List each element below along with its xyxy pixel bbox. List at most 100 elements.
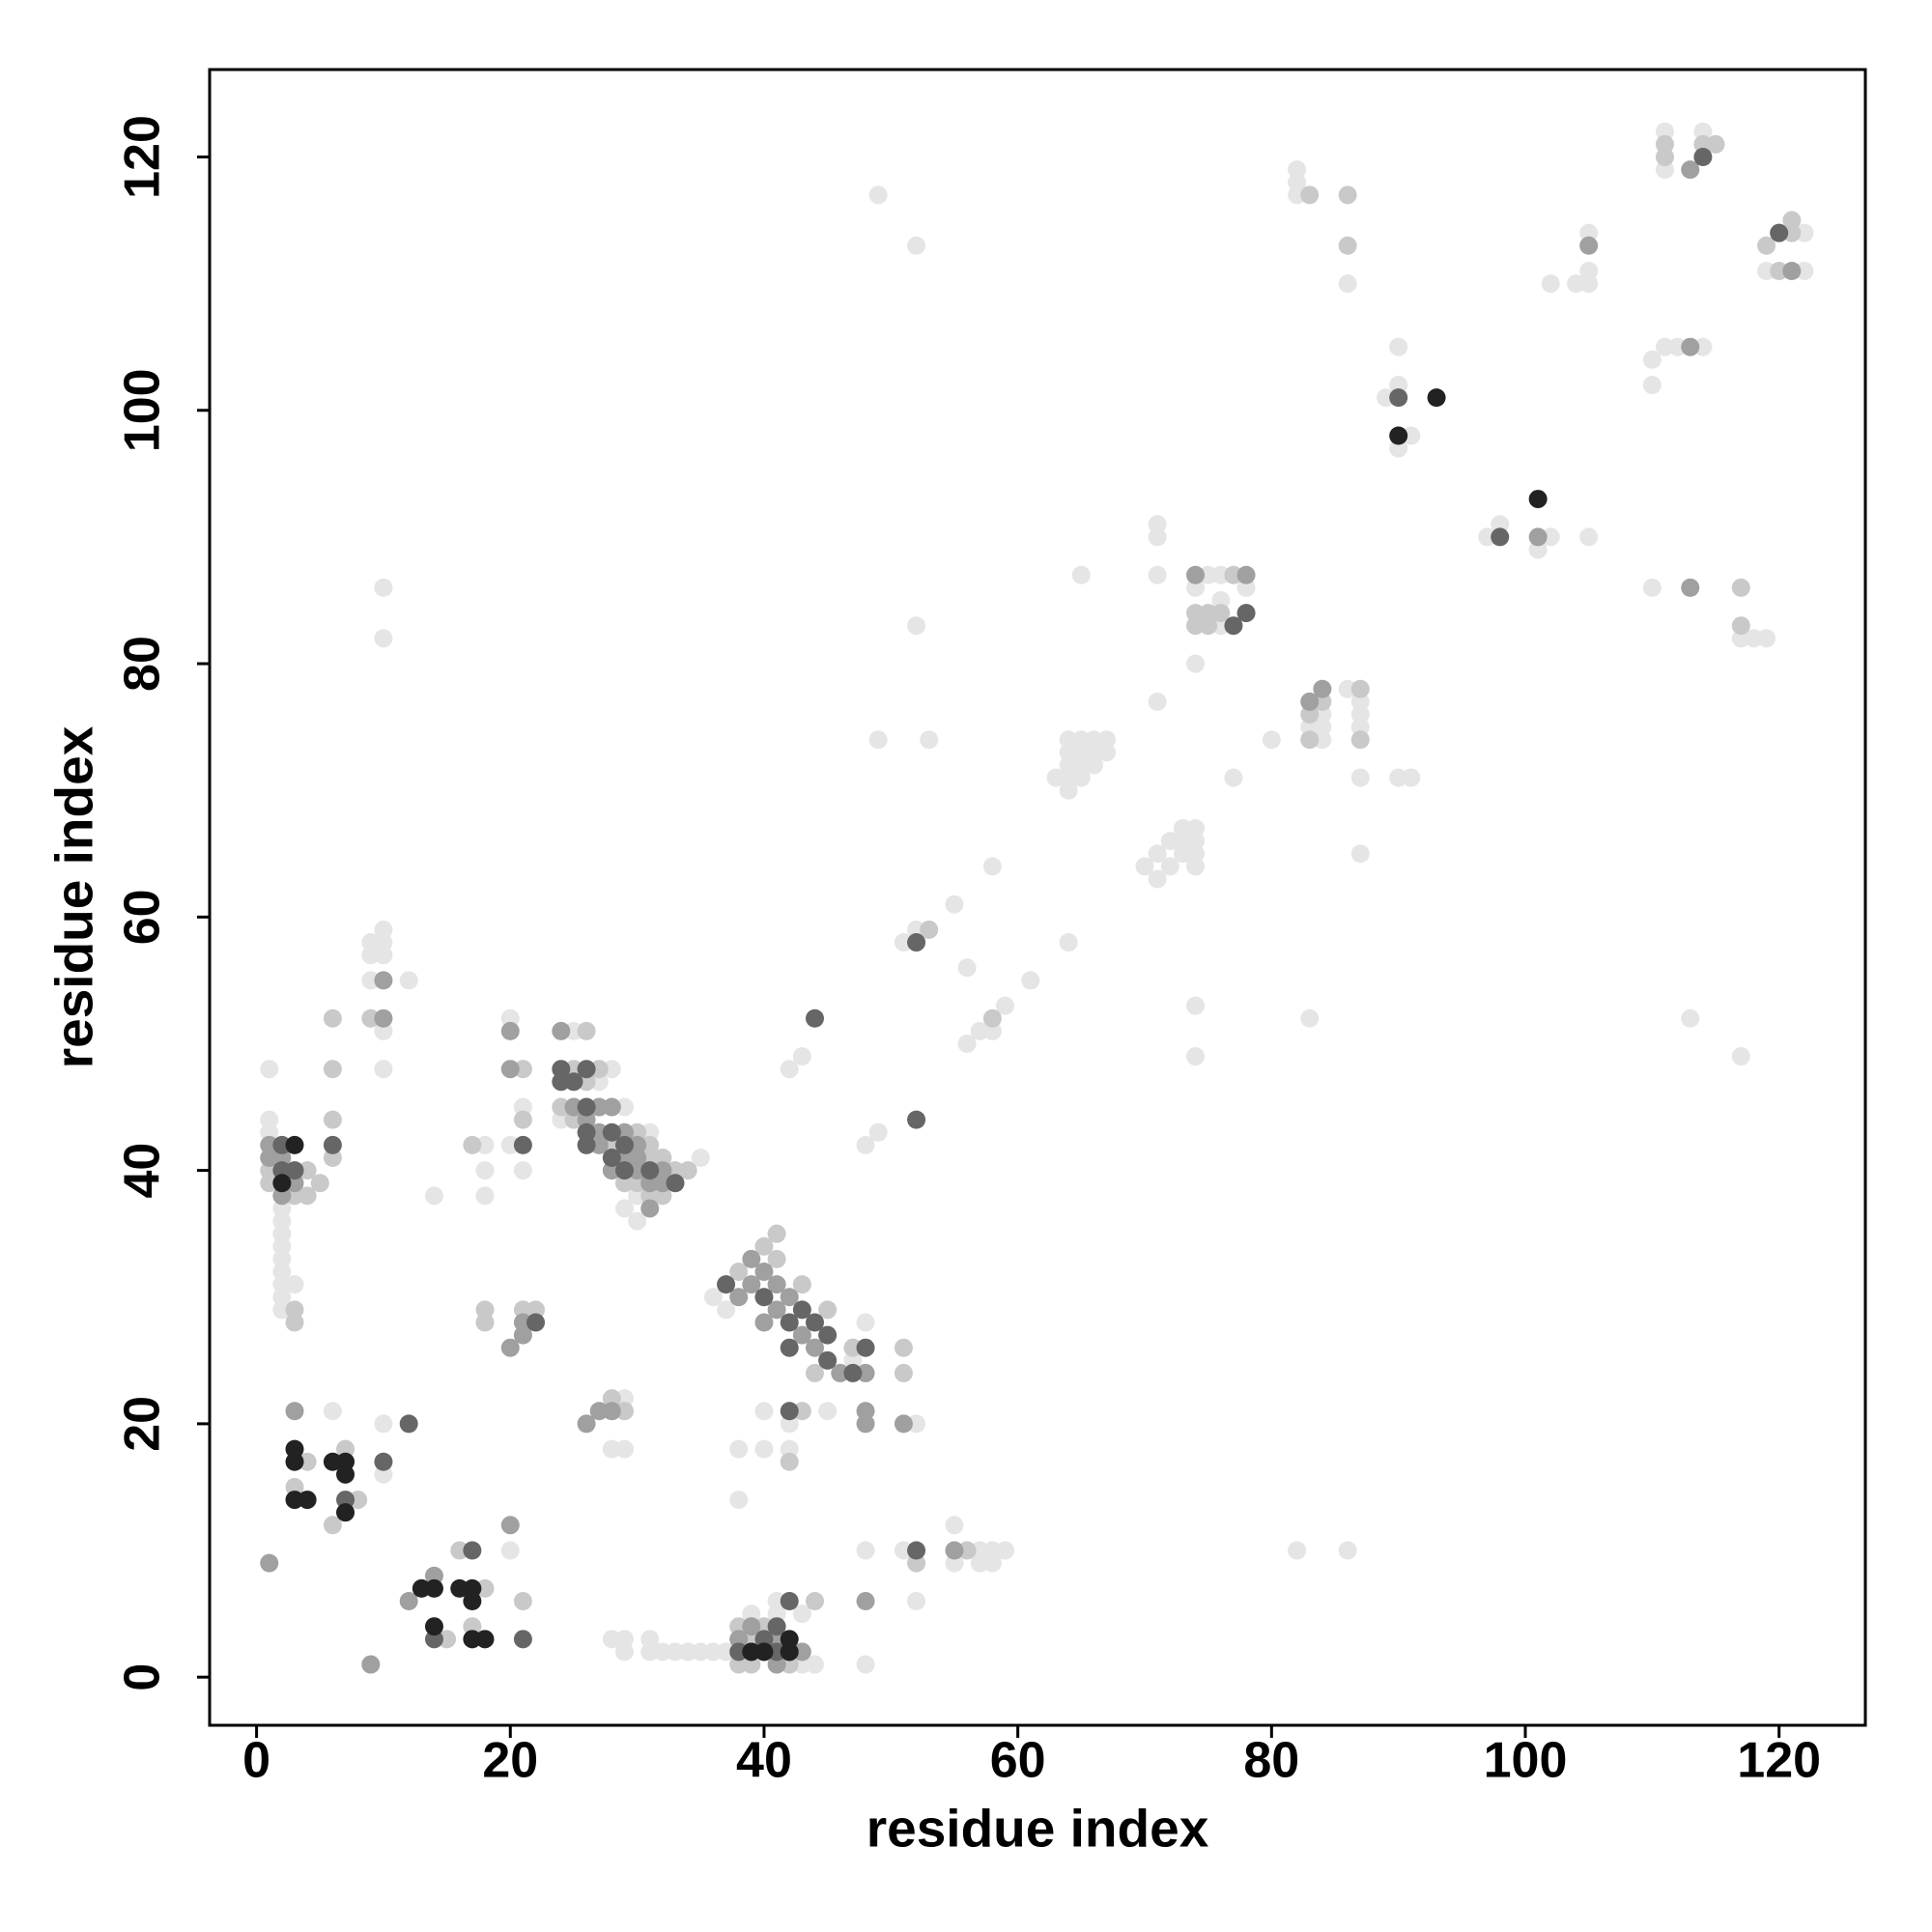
point [628, 1135, 647, 1154]
point [1528, 490, 1548, 509]
point [1199, 616, 1218, 636]
point [868, 730, 888, 750]
point [856, 1338, 875, 1357]
point [982, 1021, 1002, 1040]
point [463, 1617, 482, 1636]
point [792, 1642, 811, 1662]
point [602, 1402, 621, 1421]
point [1731, 578, 1750, 597]
point [475, 1186, 495, 1206]
point [463, 1591, 482, 1610]
point [1084, 755, 1103, 775]
point [1059, 743, 1078, 762]
point [1567, 274, 1586, 294]
point [1186, 1047, 1206, 1066]
point [1491, 527, 1510, 547]
point [298, 1491, 317, 1510]
point [805, 1009, 824, 1028]
point [1681, 160, 1700, 180]
point [577, 1135, 596, 1154]
point [513, 1300, 532, 1320]
point [260, 1122, 279, 1142]
point [374, 1060, 393, 1079]
point [272, 1148, 292, 1167]
point [1186, 832, 1206, 851]
point [1655, 337, 1674, 356]
y-tick-label: 100 [115, 368, 171, 452]
point [424, 1578, 443, 1598]
point [996, 1541, 1015, 1560]
point [856, 1414, 875, 1434]
point [907, 1591, 926, 1610]
point [1160, 857, 1179, 876]
point [272, 1236, 292, 1256]
point [1211, 590, 1231, 610]
point [500, 1135, 520, 1154]
point [780, 1655, 799, 1674]
point [577, 1060, 596, 1079]
point [438, 1630, 457, 1649]
point [894, 1414, 913, 1434]
point [602, 1161, 621, 1180]
point [1770, 223, 1789, 242]
point [1084, 730, 1103, 750]
point [1478, 527, 1497, 547]
point [614, 1439, 634, 1459]
point [780, 1338, 799, 1357]
point [1186, 819, 1206, 838]
point [1300, 1009, 1320, 1028]
point [982, 1541, 1002, 1560]
point [1186, 857, 1206, 876]
point [754, 1617, 774, 1636]
point [614, 1122, 634, 1142]
point [1681, 1009, 1700, 1028]
point [1186, 654, 1206, 673]
point [602, 1389, 621, 1408]
point [564, 1097, 583, 1117]
point [513, 1110, 532, 1129]
point [1377, 388, 1396, 408]
point [640, 1199, 660, 1218]
y-tick-label: 0 [115, 1663, 171, 1691]
point [1224, 565, 1243, 584]
point [640, 1161, 660, 1180]
point [285, 1186, 304, 1206]
point [564, 1072, 583, 1092]
point [678, 1161, 697, 1180]
point [614, 1161, 634, 1180]
point [767, 1275, 786, 1294]
point [729, 1617, 749, 1636]
point [717, 1275, 736, 1294]
point [792, 1325, 811, 1345]
point [894, 933, 913, 952]
point [666, 1161, 685, 1180]
point [1186, 578, 1206, 597]
point [1338, 185, 1357, 205]
point [1579, 274, 1599, 294]
point [628, 1161, 647, 1180]
point [349, 1491, 368, 1510]
point [818, 1325, 838, 1345]
point [1300, 730, 1320, 750]
point [602, 1097, 621, 1117]
point [577, 1097, 596, 1117]
point [272, 1135, 292, 1154]
point [1097, 743, 1117, 762]
point [1236, 565, 1256, 584]
point [272, 1300, 292, 1320]
point [424, 1186, 443, 1206]
point [589, 1135, 609, 1154]
point [1389, 337, 1408, 356]
point [1071, 755, 1091, 775]
point [1795, 223, 1814, 242]
x-tick-label: 0 [242, 1733, 270, 1789]
point [1706, 134, 1725, 154]
point [1389, 439, 1408, 458]
point [945, 1541, 964, 1560]
point [767, 1224, 786, 1243]
point [754, 1642, 774, 1662]
point [1731, 616, 1750, 636]
point [374, 920, 393, 939]
point [907, 1414, 926, 1434]
point [589, 1072, 609, 1092]
